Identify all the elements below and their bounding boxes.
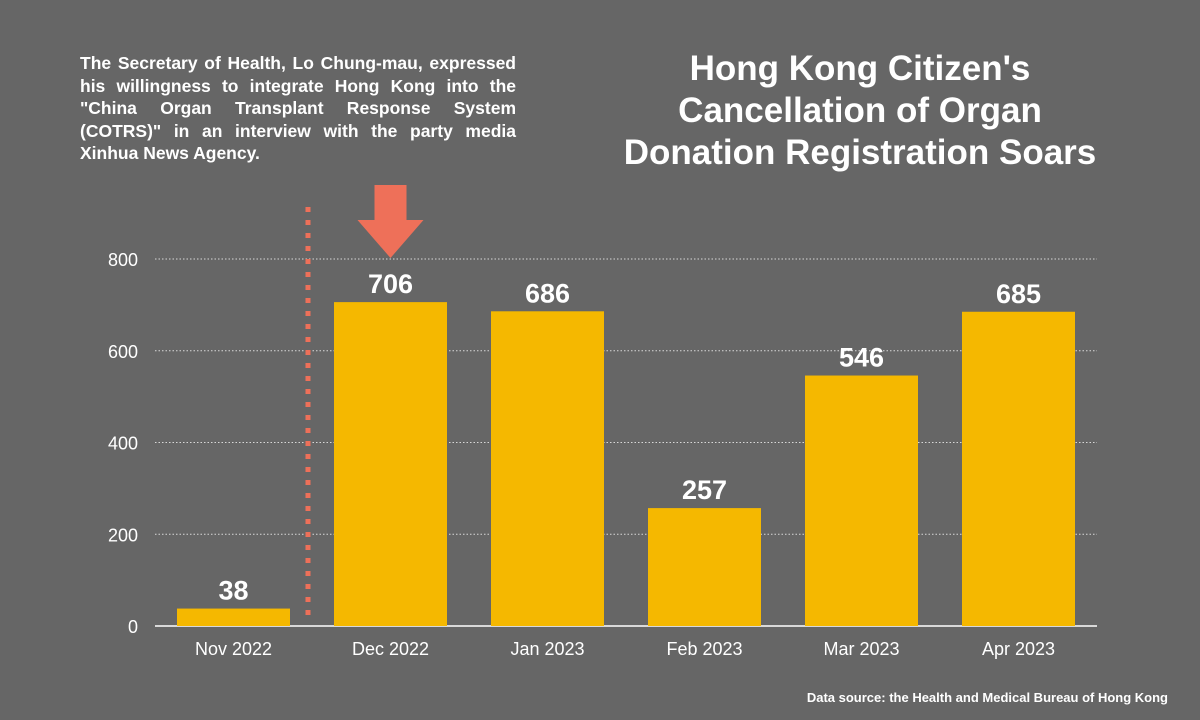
y-tick-label: 400: [108, 434, 138, 454]
x-tick-label: Nov 2022: [195, 639, 272, 659]
y-tick-label: 200: [108, 525, 138, 545]
bar: [491, 311, 604, 626]
data-label: 686: [525, 278, 570, 308]
x-tick-label: Feb 2023: [666, 639, 742, 659]
data-label: 685: [996, 279, 1041, 309]
down-arrow-icon: [357, 185, 424, 258]
data-label: 38: [218, 576, 248, 606]
bar: [962, 311, 1075, 626]
chart-title: Hong Kong Citizen's Cancellation of Orga…: [623, 49, 1097, 172]
data-label: 257: [682, 475, 727, 505]
annotation-text: The Secretary of Health, Lo Chung-mau, e…: [80, 53, 516, 163]
data-label: 706: [368, 269, 413, 299]
bar: [177, 608, 290, 626]
y-tick-label: 600: [108, 342, 138, 362]
x-tick-label: Mar 2023: [823, 639, 899, 659]
y-tick-label: 0: [128, 617, 138, 637]
data-source: Data source: the Health and Medical Bure…: [806, 690, 1168, 705]
bar: [648, 508, 761, 626]
x-tick-label: Jan 2023: [510, 639, 584, 659]
x-tick-label: Apr 2023: [982, 639, 1055, 659]
bar: [805, 375, 918, 626]
x-tick-label: Dec 2022: [352, 639, 429, 659]
bar: [334, 302, 447, 626]
y-tick-label: 800: [108, 250, 138, 270]
data-label: 546: [839, 343, 884, 373]
